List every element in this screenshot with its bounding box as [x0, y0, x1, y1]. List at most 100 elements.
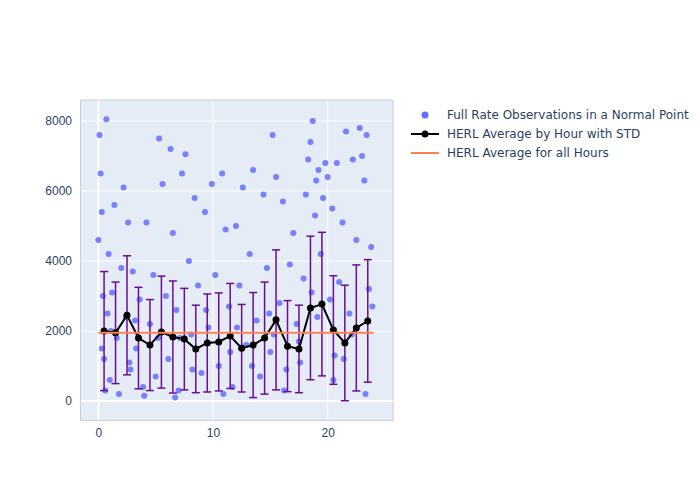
scatter-point — [346, 311, 352, 317]
error-bar-cap — [123, 255, 131, 257]
scatter-point — [366, 286, 372, 292]
error-bar-cap — [100, 271, 108, 273]
line-marker — [135, 335, 142, 342]
legend-symbol — [422, 112, 429, 119]
line-marker — [192, 345, 199, 352]
scatter-point — [212, 272, 218, 278]
error-bar-cap — [238, 391, 246, 393]
line-marker — [124, 312, 131, 319]
scatter-point — [313, 178, 319, 184]
scatter-point — [315, 167, 321, 173]
scatter-point — [141, 393, 147, 399]
plot-frame — [80, 100, 393, 420]
error-bar-cap — [215, 292, 223, 294]
line-marker — [273, 316, 280, 323]
scatter-point — [260, 192, 266, 198]
scatter-point — [341, 356, 347, 362]
error-bar-cap — [352, 390, 360, 392]
line-marker — [284, 343, 291, 350]
error-bar-cap — [249, 397, 257, 399]
error-bar-cap — [249, 292, 257, 294]
error-bar-cap — [272, 389, 280, 391]
y-grid-line — [80, 121, 393, 122]
x-grid-line — [327, 100, 328, 420]
error-bar-cap — [318, 232, 326, 234]
error-bar-cap — [341, 284, 349, 286]
scatter-point — [105, 311, 111, 317]
y-tick: 2000 — [45, 324, 80, 338]
scatter-point — [234, 325, 240, 331]
plot-area — [95, 116, 375, 400]
scatter-point — [280, 199, 286, 205]
scatter-point — [327, 297, 333, 303]
scatter-point — [336, 279, 342, 285]
scatter-point — [203, 307, 209, 313]
y-grid-line — [80, 191, 393, 192]
x-axis-line — [81, 420, 394, 421]
scatter-point — [236, 283, 242, 289]
y-tick-label: 6000 — [45, 184, 72, 198]
scatter-point — [301, 276, 307, 282]
scatter-point — [309, 290, 315, 296]
scatter-point — [182, 151, 188, 157]
x-tick: 0 — [96, 420, 103, 440]
scatter-point — [106, 251, 112, 257]
legend-item: Full Rate Observations in a Normal Point — [422, 108, 690, 122]
scatter-point — [107, 377, 113, 383]
plot-background — [80, 100, 393, 420]
scatter-point — [125, 220, 131, 226]
scatter-point — [273, 174, 279, 180]
legend-label: HERL Average for all Hours — [447, 146, 609, 160]
line-marker — [353, 324, 360, 331]
scatter-point — [209, 181, 215, 187]
scatter-point — [362, 391, 368, 397]
scatter-point — [320, 195, 326, 201]
x-tick-label: 0 — [96, 426, 103, 440]
line-marker — [341, 339, 348, 346]
y-tick-label: 4000 — [45, 254, 72, 268]
scatter-point — [103, 116, 109, 122]
scatter-point — [199, 370, 205, 376]
y-tick: 4000 — [45, 254, 80, 268]
series — [95, 116, 375, 400]
error-bar-cap — [295, 304, 303, 306]
scatter-point — [303, 192, 309, 198]
scatter-point — [307, 139, 313, 145]
error-bar-cap — [295, 392, 303, 394]
scatter-point — [254, 318, 260, 324]
line-marker — [307, 304, 314, 311]
scatter-point — [219, 171, 225, 177]
scatter-point — [130, 269, 136, 275]
error-bar-cap — [341, 400, 349, 402]
scatter-point — [368, 244, 374, 250]
x-grid-line — [212, 100, 213, 420]
scatter-point — [96, 132, 102, 138]
error-bar-cap — [284, 391, 292, 393]
error-bar-cap — [329, 384, 337, 386]
error-bar-cap — [261, 281, 269, 283]
line-marker — [181, 336, 188, 343]
error-bar-cap — [123, 374, 131, 376]
scatter-point — [143, 220, 149, 226]
scatter-point — [314, 314, 320, 320]
series — [98, 332, 373, 333]
scatter-point — [127, 367, 133, 373]
y-tick: 8000 — [45, 114, 80, 128]
scatter-point — [240, 185, 246, 191]
scatter-point — [340, 220, 346, 226]
scatter-point — [99, 209, 105, 215]
line-marker — [295, 345, 302, 352]
legend-symbol — [411, 152, 439, 154]
error-bar-cap — [112, 383, 120, 385]
line-marker — [215, 338, 222, 345]
chart: 0102002000400060008000Full Rate Observat… — [0, 0, 700, 500]
line-marker — [146, 342, 153, 349]
scatter-point — [364, 132, 370, 138]
scatter-point — [264, 265, 270, 271]
scatter-point — [343, 129, 349, 135]
error-bar-cap — [238, 304, 246, 306]
scatter-point — [132, 318, 138, 324]
y-axis: 02000400060008000 — [45, 101, 80, 421]
line-marker — [169, 334, 176, 341]
scatter-point — [179, 171, 185, 177]
